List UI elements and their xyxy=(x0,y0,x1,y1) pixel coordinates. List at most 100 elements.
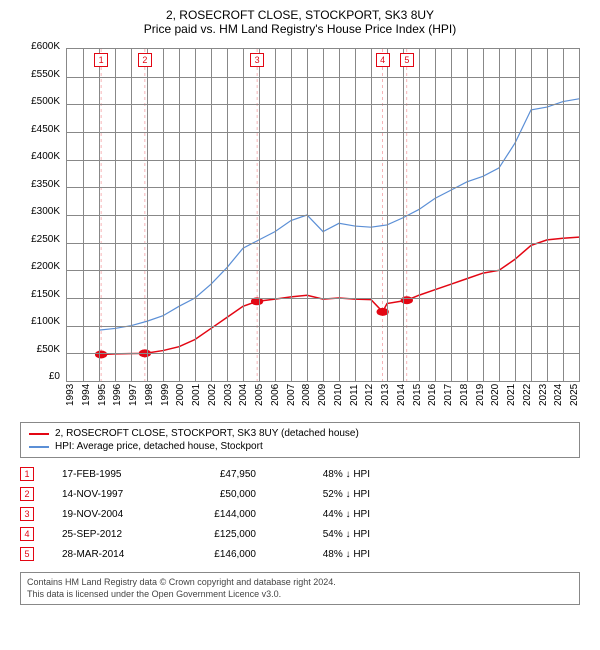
y-tick-label: £300K xyxy=(20,207,64,217)
transaction-date: 19-NOV-2004 xyxy=(62,509,162,520)
x-tick-label: 2001 xyxy=(192,384,202,412)
x-tick-label: 1997 xyxy=(129,384,139,412)
grid-line-v xyxy=(307,49,308,381)
x-tick-label: 2009 xyxy=(318,384,328,412)
grid-line-v xyxy=(211,49,212,381)
x-tick-label: 1998 xyxy=(145,384,155,412)
x-tick-label: 2015 xyxy=(413,384,423,412)
transaction-row: 117-FEB-1995£47,95048% ↓ HPI xyxy=(20,464,580,484)
transaction-date: 17-FEB-1995 xyxy=(62,469,162,480)
transactions-table: 1 17-FEB-1995 £47,950 48% ↓ HPI 214-NOV-1997… xyxy=(20,464,580,564)
legend-swatch xyxy=(29,446,49,448)
grid-line-v xyxy=(275,49,276,381)
x-tick-label: 2019 xyxy=(476,384,486,412)
grid-line-v xyxy=(243,49,244,381)
x-tick-label: 2000 xyxy=(176,384,186,412)
transaction-row: 4 25-SEP-2012 £125,000 54% ↓ HPI xyxy=(20,524,580,544)
x-tick-label: 2010 xyxy=(334,384,344,412)
x-tick-label: 2008 xyxy=(302,384,312,412)
y-axis: £600K£550K£500K£450K£400K£350K£300K£250K… xyxy=(20,42,64,382)
x-tick-label: 2025 xyxy=(570,384,580,412)
grid-line-v xyxy=(147,49,148,381)
chart-subtitle: Price paid vs. HM Land Registry's House … xyxy=(10,22,590,36)
series-line xyxy=(101,237,579,354)
legend-item: 2, ROSECROFT CLOSE, STOCKPORT, SK3 8UY (… xyxy=(29,427,571,440)
marker-box: 3 xyxy=(250,53,264,67)
transaction-date: 25-SEP-2012 xyxy=(62,529,162,540)
y-tick-label: £350K xyxy=(20,180,64,190)
transaction-marker: 3 xyxy=(20,507,34,521)
grid-line-v xyxy=(195,49,196,381)
x-tick-label: 2022 xyxy=(523,384,533,412)
x-tick-label: 2023 xyxy=(539,384,549,412)
transaction-price: £146,000 xyxy=(176,549,256,560)
x-tick-label: 1994 xyxy=(82,384,92,412)
grid-line-v xyxy=(99,49,100,381)
footer-attribution: Contains HM Land Registry data © Crown c… xyxy=(20,572,580,605)
marker-box: 1 xyxy=(94,53,108,67)
transaction-marker: 1 xyxy=(20,467,34,481)
marker-box: 2 xyxy=(138,53,152,67)
legend-swatch xyxy=(29,433,49,435)
transaction-price: £125,000 xyxy=(176,529,256,540)
y-tick-label: £550K xyxy=(20,70,64,80)
transaction-row: 214-NOV-1997£50,00052% ↓ HPI xyxy=(20,484,580,504)
chart-title: 2, ROSECROFT CLOSE, STOCKPORT, SK3 8UY xyxy=(10,8,590,22)
x-tick-label: 2021 xyxy=(507,384,517,412)
x-tick-label: 2003 xyxy=(224,384,234,412)
x-tick-label: 2017 xyxy=(444,384,454,412)
y-tick-label: £150K xyxy=(20,290,64,300)
transaction-pct: 54% ↓ HPI xyxy=(270,529,370,540)
y-tick-label: £200K xyxy=(20,262,64,272)
x-tick-label: 1993 xyxy=(66,384,76,412)
marker-box: 4 xyxy=(376,53,390,67)
y-tick-label: £250K xyxy=(20,235,64,245)
grid-line-v xyxy=(467,49,468,381)
footer-line-1: Contains HM Land Registry data © Crown c… xyxy=(27,577,573,589)
grid-line-v xyxy=(547,49,548,381)
grid-line-v xyxy=(163,49,164,381)
plot-region: 1 2 3 45 xyxy=(66,48,580,382)
y-tick-label: £100K xyxy=(20,317,64,327)
x-tick-label: 2002 xyxy=(208,384,218,412)
y-tick-label: £400K xyxy=(20,152,64,162)
x-tick-label: 1995 xyxy=(98,384,108,412)
y-tick-label: £600K xyxy=(20,42,64,52)
grid-line-v xyxy=(387,49,388,381)
x-tick-label: 1996 xyxy=(113,384,123,412)
grid-line-v xyxy=(499,49,500,381)
chart-area: £600K£550K£500K£450K£400K£350K£300K£250K… xyxy=(20,42,580,412)
grid-line-v xyxy=(419,49,420,381)
footer-line-2: This data is licensed under the Open Gov… xyxy=(27,589,573,601)
grid-line-v xyxy=(483,49,484,381)
grid-line-v xyxy=(371,49,372,381)
x-tick-label: 2014 xyxy=(397,384,407,412)
y-tick-label: £450K xyxy=(20,125,64,135)
x-tick-label: 2004 xyxy=(239,384,249,412)
x-tick-label: 2020 xyxy=(491,384,501,412)
transaction-row: 319-NOV-2004£144,00044% ↓ HPI xyxy=(20,504,580,524)
legend-item: HPI: Average price, detached house, Stoc… xyxy=(29,440,571,453)
grid-line-v xyxy=(435,49,436,381)
grid-line-v xyxy=(291,49,292,381)
grid-line-v xyxy=(451,49,452,381)
transaction-price: £47,950 xyxy=(176,469,256,480)
marker-box: 5 xyxy=(400,53,414,67)
y-tick-label: £0 xyxy=(20,372,64,382)
x-tick-label: 2018 xyxy=(460,384,470,412)
transaction-marker: 5 xyxy=(20,547,34,561)
transaction-pct: 44% ↓ HPI xyxy=(270,509,370,520)
legend-label: 2, ROSECROFT CLOSE, STOCKPORT, SK3 8UY (… xyxy=(55,428,359,439)
x-tick-label: 2011 xyxy=(350,384,360,412)
grid-line-v xyxy=(531,49,532,381)
y-tick-label: £50K xyxy=(20,345,64,355)
x-tick-label: 1999 xyxy=(161,384,171,412)
transaction-date: 14-NOV-1997 xyxy=(62,489,162,500)
data-dot xyxy=(95,350,107,358)
grid-line-v xyxy=(563,49,564,381)
transaction-marker: 4 xyxy=(20,527,34,541)
grid-line-v xyxy=(403,49,404,381)
transaction-pct: 48% ↓ HPI xyxy=(270,549,370,560)
legend-label: HPI: Average price, detached house, Stoc… xyxy=(55,441,263,452)
x-tick-label: 2024 xyxy=(554,384,564,412)
